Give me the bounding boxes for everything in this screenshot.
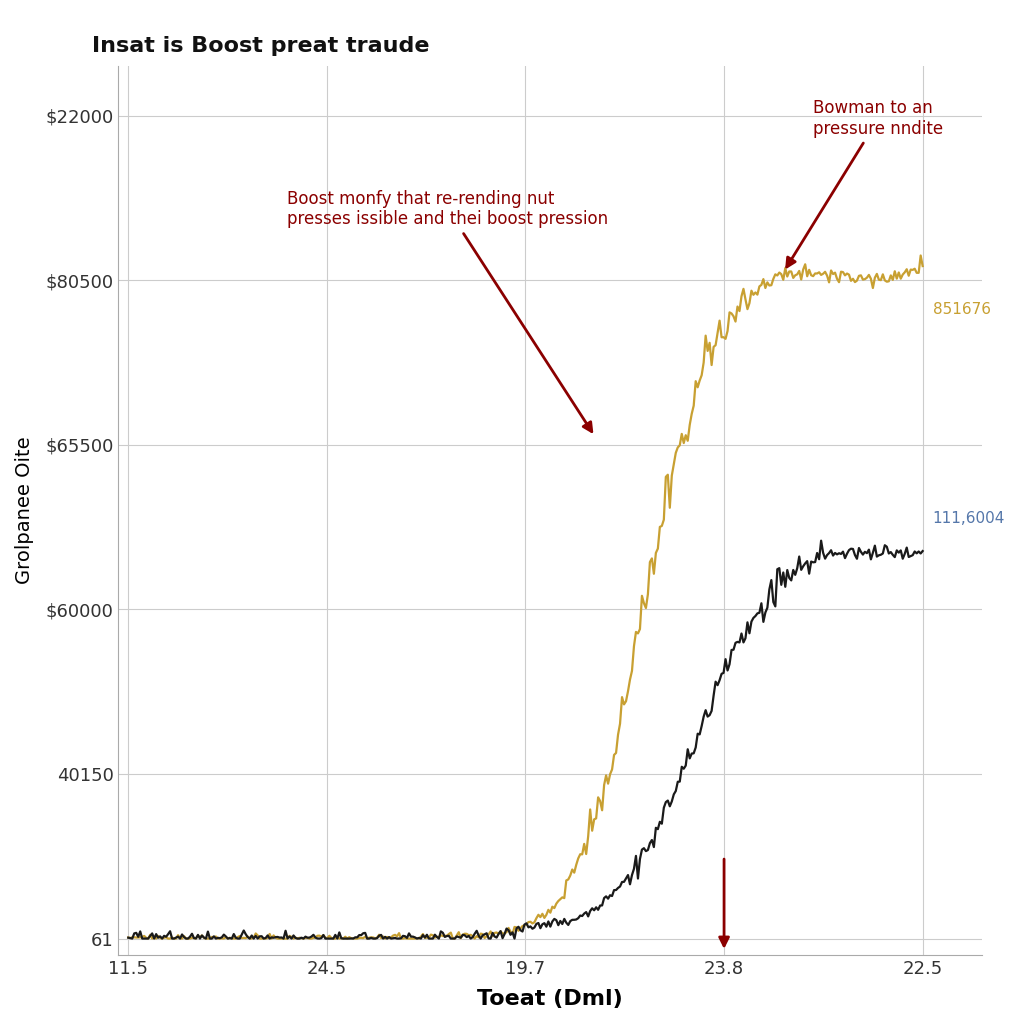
Text: Boost monfy that re-rending nut
presses issible and thei boost pression: Boost monfy that re-rending nut presses … [287,189,608,431]
Y-axis label: Grolpanee Oite: Grolpanee Oite [15,437,34,585]
Text: 111,6004: 111,6004 [933,511,1005,526]
Text: Bowman to an
pressure nndite: Bowman to an pressure nndite [786,99,943,267]
X-axis label: Toeat (Dml): Toeat (Dml) [477,989,624,1009]
Text: 851676: 851676 [933,302,990,317]
Text: Insat is Boost preat traude: Insat is Boost preat traude [92,36,430,56]
